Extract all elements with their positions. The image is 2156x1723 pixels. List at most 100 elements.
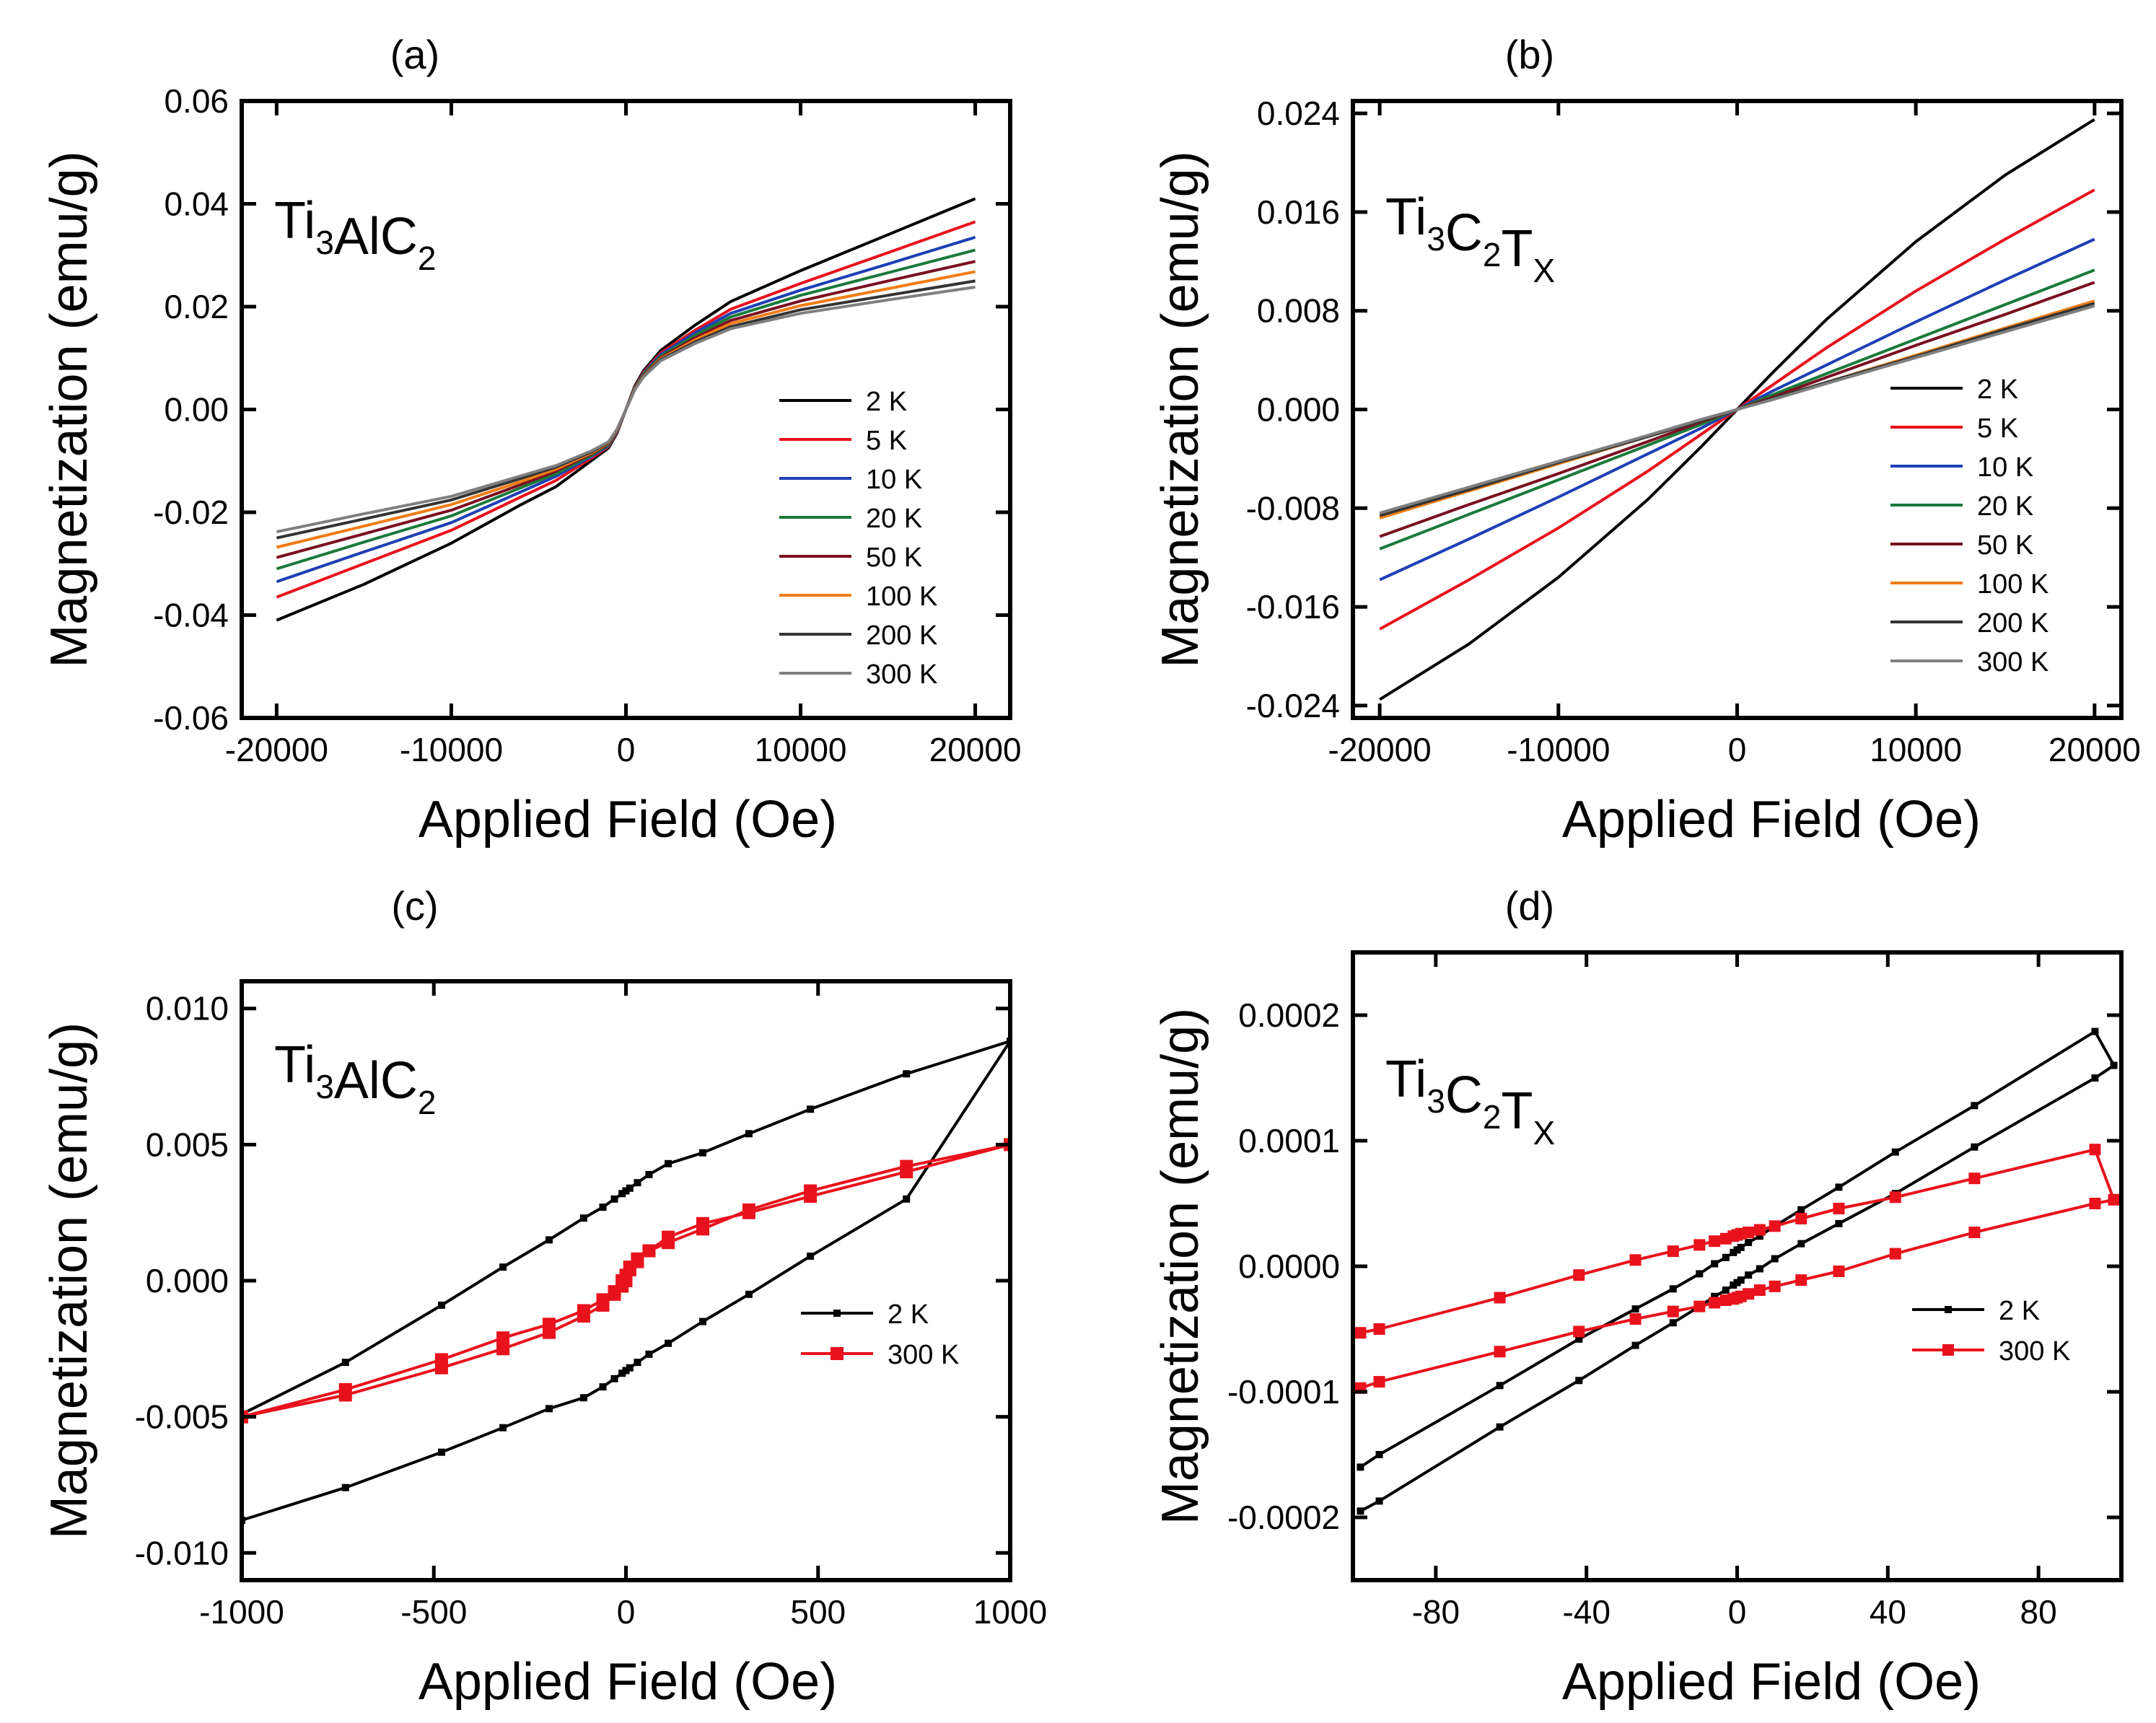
x-tick-label: 10000 — [755, 731, 847, 768]
legend-label: 20 K — [1977, 491, 2033, 522]
data-point — [1669, 1285, 1677, 1293]
data-point — [1835, 1219, 1843, 1227]
data-point — [1769, 1220, 1781, 1232]
legend-label: 50 K — [1977, 530, 2033, 561]
data-point — [807, 1105, 815, 1113]
data-point — [579, 1394, 587, 1402]
x-tick-label: 0 — [1728, 731, 1747, 768]
data-point — [1631, 1305, 1639, 1313]
x-tick-label: 500 — [790, 1593, 846, 1631]
x-tick-label: -10000 — [1507, 731, 1610, 768]
data-point — [626, 1364, 634, 1372]
data-point — [622, 1187, 630, 1195]
data-point — [341, 1483, 349, 1491]
formula-element: T — [1502, 1082, 1533, 1140]
legend-marker — [1942, 1344, 1954, 1356]
data-point — [807, 1253, 815, 1261]
legend-label: 10 K — [866, 465, 922, 495]
data-point — [618, 1190, 626, 1198]
legend-label: 300 K — [1999, 1336, 2070, 1367]
x-tick-label: -1000 — [199, 1593, 284, 1631]
data-point — [1496, 1382, 1504, 1390]
y-tick-label: -0.008 — [1246, 489, 1340, 527]
y-tick-label: 0.02 — [164, 288, 229, 325]
data-point — [1833, 1265, 1845, 1277]
x-tick-label: 40 — [1870, 1593, 1906, 1631]
y-tick-label: 0.008 — [1257, 292, 1340, 330]
data-point — [1971, 1143, 1978, 1151]
data-point — [900, 1159, 913, 1173]
data-point — [2089, 1198, 2101, 1209]
panel-label: (a) — [390, 32, 439, 77]
data-point — [499, 1424, 507, 1432]
formula-subscript: 2 — [1483, 236, 1502, 273]
legend-label: 300 K — [866, 659, 937, 690]
legend-label: 100 K — [1977, 569, 2048, 600]
legend-label: 200 K — [1977, 608, 2048, 639]
panel-c: -1000 -500 0 500 1000 -0.010 -0.005 0.000 0.005 0… — [40, 883, 1047, 1711]
y-tick-label: 0.0001 — [1238, 1122, 1340, 1159]
data-point — [496, 1342, 510, 1356]
data-point — [1357, 1507, 1364, 1515]
x-tick-label: -20000 — [225, 731, 328, 768]
data-point — [1573, 1269, 1585, 1281]
data-point — [599, 1204, 607, 1211]
x-tick-label: -80 — [1412, 1593, 1460, 1631]
data-point — [1631, 1341, 1639, 1349]
data-point — [1733, 1279, 1741, 1286]
data-point — [1833, 1202, 1845, 1214]
data-point — [2089, 1144, 2101, 1156]
sample-formula: Ti3AlC2 — [274, 192, 437, 277]
data-point — [742, 1203, 755, 1216]
data-point — [1968, 1227, 1981, 1239]
data-point — [1891, 1148, 1899, 1156]
y-tick-label: -0.04 — [153, 597, 229, 634]
formula-subscript: 3 — [1427, 1082, 1445, 1120]
formula-element: AlC — [334, 1052, 418, 1110]
data-point — [1719, 1232, 1732, 1245]
legend-label: 5 K — [866, 426, 907, 456]
data-point — [1667, 1245, 1679, 1258]
data-point — [1575, 1335, 1583, 1343]
data-point — [745, 1130, 753, 1138]
y-tick-label: -0.010 — [135, 1534, 229, 1571]
sample-formula: Ti3AlC2 — [274, 1036, 437, 1121]
data-point — [903, 1070, 911, 1078]
series-line-300k — [276, 285, 976, 534]
data-point — [622, 1367, 630, 1375]
formula-element: Ti — [1385, 1051, 1427, 1108]
data-point — [1756, 1265, 1763, 1273]
data-point — [1795, 1212, 1807, 1224]
data-point — [1968, 1172, 1981, 1185]
legend-label: 300 K — [1977, 647, 2048, 678]
formula-subscript: 2 — [1483, 1098, 1502, 1136]
data-point — [1797, 1240, 1805, 1248]
data-point — [662, 1236, 675, 1250]
data-point — [1795, 1274, 1807, 1286]
data-point — [1693, 1300, 1706, 1312]
data-point — [1354, 1327, 1367, 1339]
data-point — [699, 1149, 706, 1157]
plot-frame — [1351, 950, 2124, 1582]
data-point — [645, 1350, 653, 1358]
data-point — [1575, 1377, 1583, 1385]
y-axis-title: Magnetization (emu/g) — [1152, 151, 1209, 667]
legend-label: 100 K — [866, 582, 937, 612]
y-tick-label: 0.06 — [164, 82, 229, 120]
x-axis-title: Applied Field (Oe) — [419, 791, 837, 849]
formula-element: Ti — [1385, 188, 1427, 246]
plot-area — [1354, 1027, 2120, 1515]
plot-area — [276, 197, 976, 622]
data-point — [642, 1244, 656, 1258]
data-point — [1753, 1224, 1766, 1236]
y-tick-label: -0.0002 — [1227, 1499, 1340, 1536]
x-tick-label: 1000 — [973, 1593, 1047, 1631]
legend: 2 K 5 K 10 K 20 K 50 K 100 K 200 K 300 K — [1890, 374, 2048, 678]
y-axis-title: Magnetization (emu/g) — [40, 1022, 98, 1539]
y-tick-label: -0.0001 — [1227, 1373, 1340, 1411]
data-point — [610, 1375, 618, 1382]
data-point — [1745, 1271, 1753, 1279]
y-tick-label: 0.024 — [1257, 95, 1340, 132]
data-point — [577, 1304, 590, 1318]
data-point — [1709, 1235, 1721, 1248]
